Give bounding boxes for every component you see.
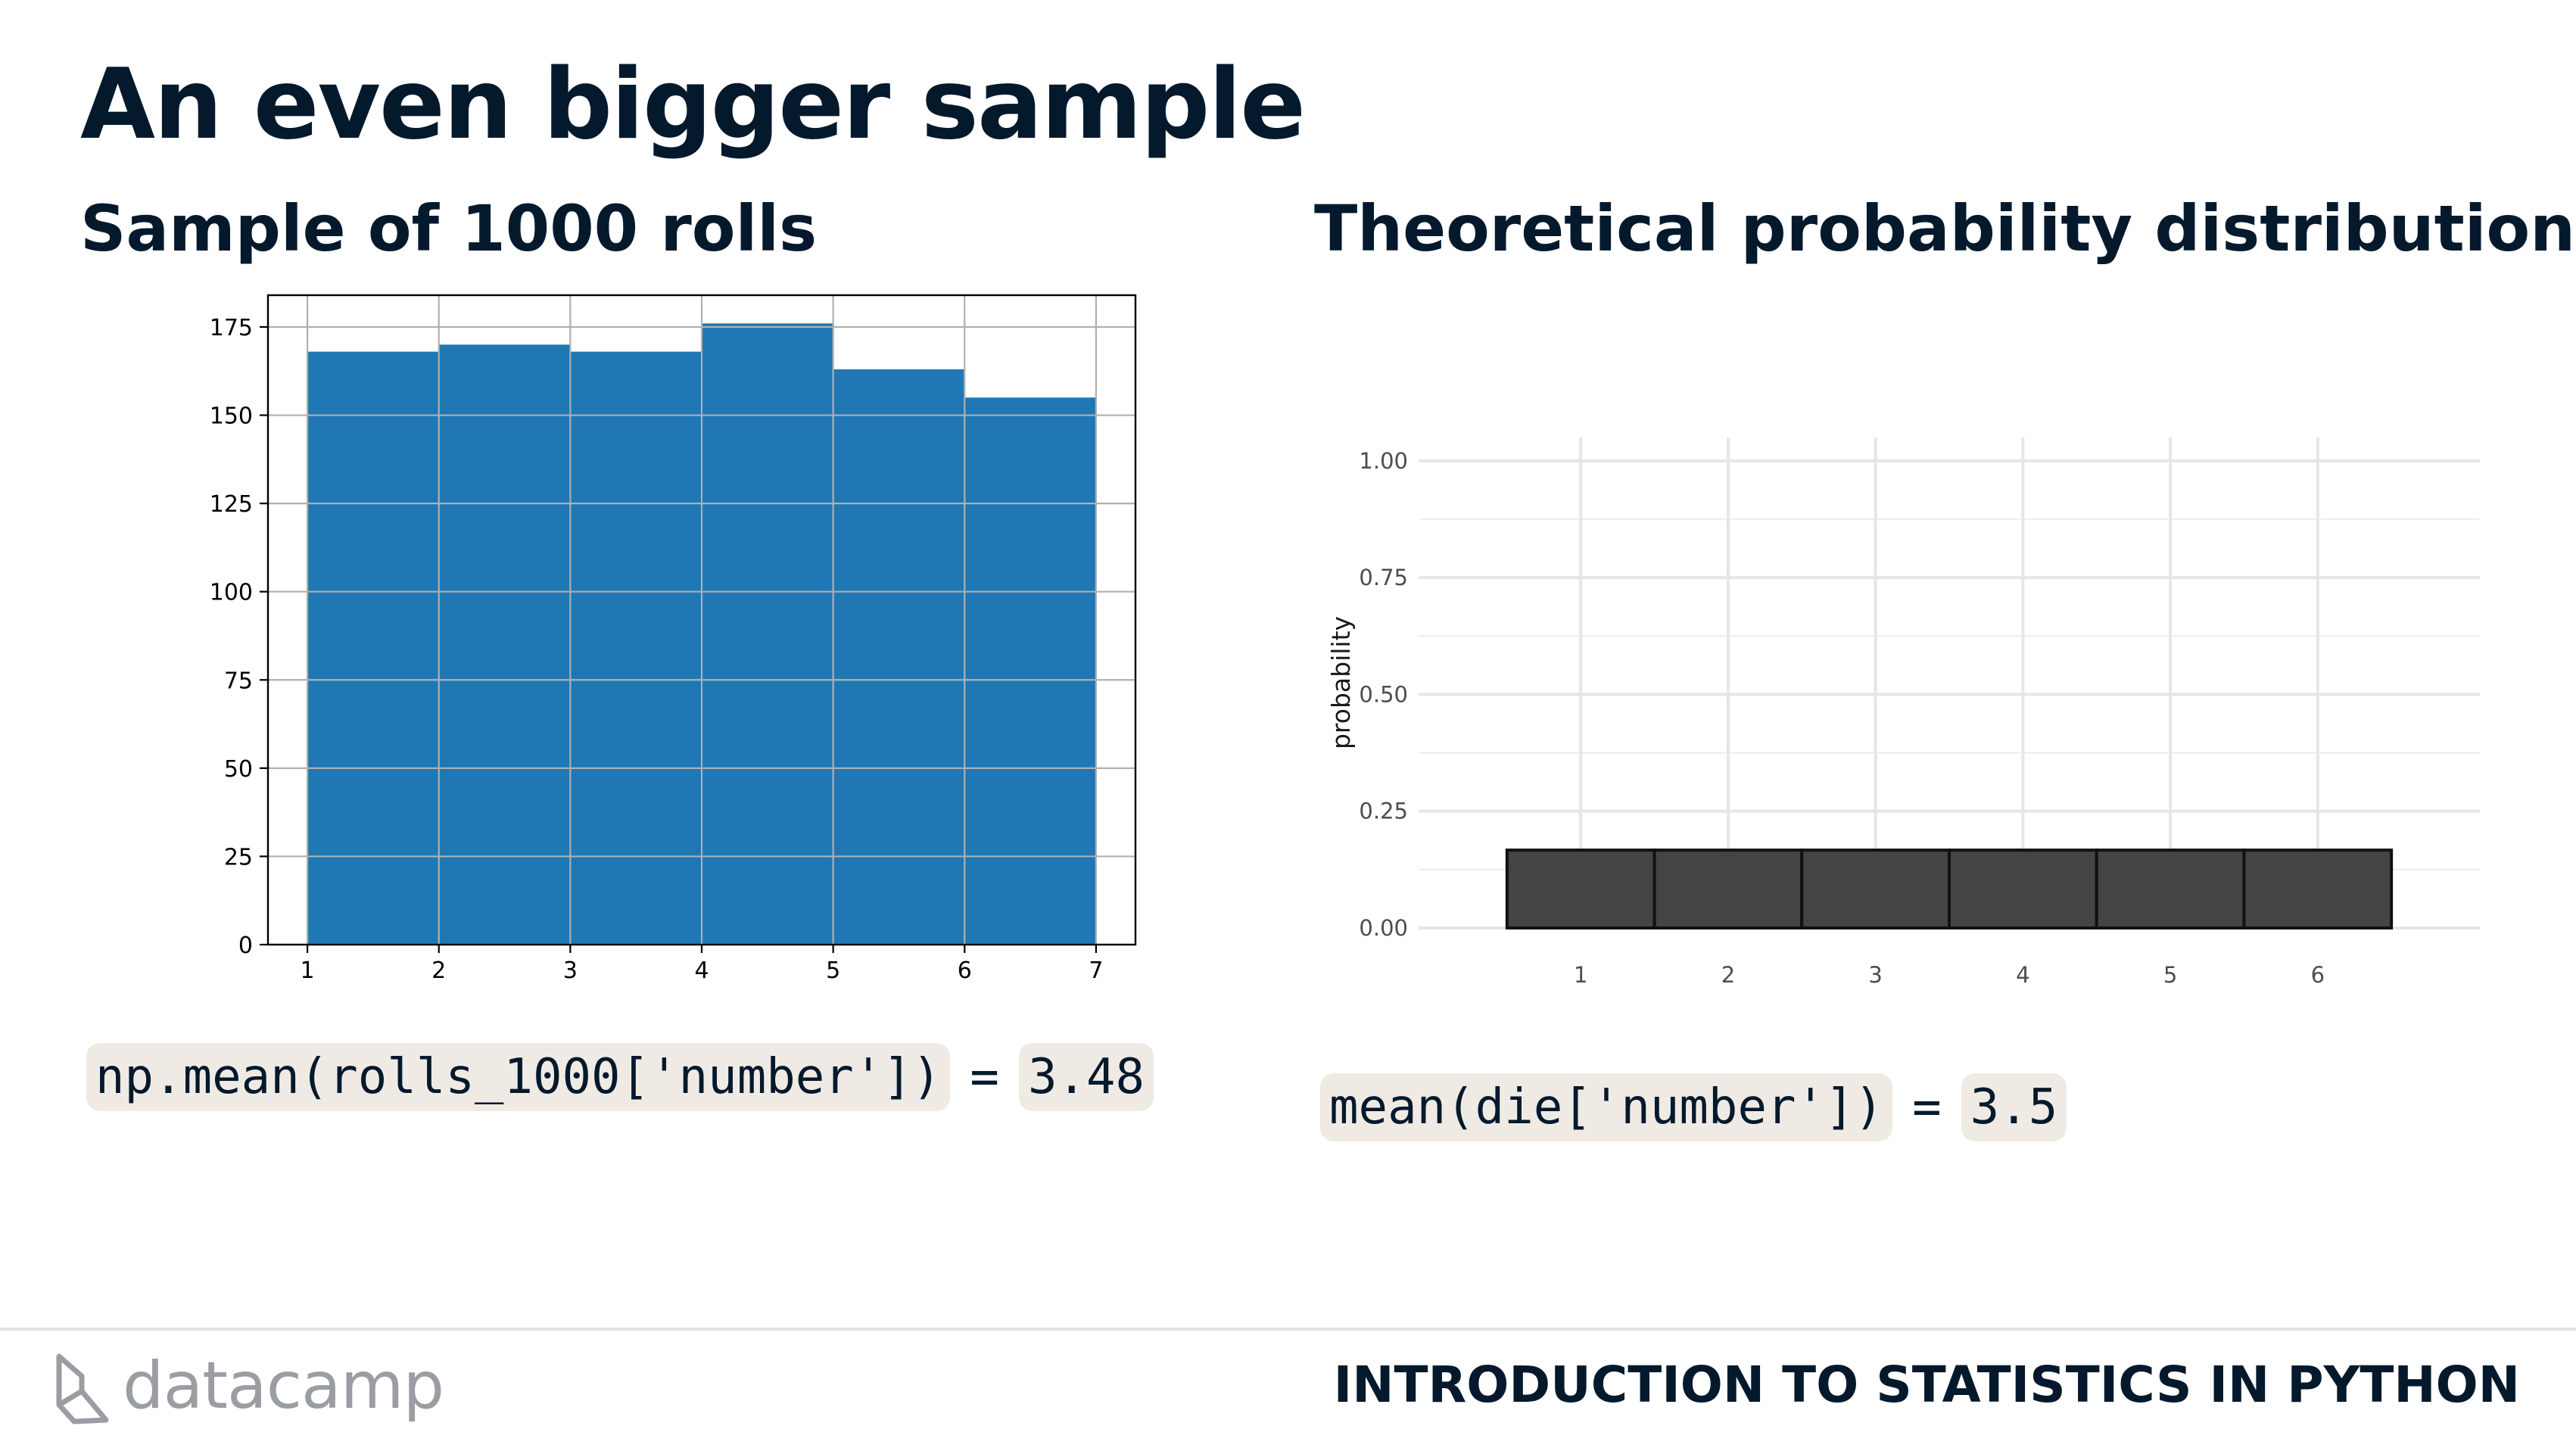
y-tick-label: 1.00: [1359, 448, 1408, 474]
datacamp-wordmark: datacamp: [123, 1348, 444, 1424]
histogram-bar: [438, 344, 571, 945]
y-tick-label: 50: [224, 756, 253, 783]
histogram-bar: [833, 369, 965, 945]
y-tick-label: 0.75: [1359, 565, 1408, 590]
theoretical-mean-code: mean(die['number']) = 3.5: [1320, 1073, 2067, 1141]
x-tick-label: 7: [1089, 957, 1103, 984]
x-tick-label: 2: [431, 957, 446, 984]
x-tick-label: 5: [2163, 962, 2177, 988]
probability-distribution-chart: 0.00 0.25 0.50 0.75 1.00 1 2 3 4 5 6 probability: [1326, 437, 2480, 988]
probability-bar: [1948, 848, 2098, 930]
x-tick-label: 3: [563, 957, 578, 984]
x-tick-label: 1: [1574, 962, 1587, 988]
histogram-bar: [307, 351, 439, 945]
y-tick-label: 0.50: [1359, 681, 1408, 707]
sample-mean-result: 3.48: [1018, 1043, 1154, 1111]
y-tick-label: 0.25: [1359, 799, 1408, 824]
histogram-bar: [702, 323, 833, 945]
x-tick-label: 6: [2311, 962, 2325, 988]
theoretical-mean-result: 3.5: [1961, 1073, 2067, 1141]
y-tick-label: 150: [210, 403, 253, 430]
sample-mean-code: np.mean(rolls_1000['number']) = 3.48: [86, 1043, 1154, 1111]
y-tick-label: 175: [210, 315, 253, 341]
y-tick-label: 0: [238, 933, 253, 959]
x-tick-label: 5: [826, 957, 840, 984]
y-tick-label: 75: [224, 668, 253, 694]
datacamp-logo-icon: [56, 1353, 109, 1425]
course-title: INTRODUCTION TO STATISTICS IN PYTHON: [1333, 1356, 2520, 1414]
datacamp-logo[interactable]: datacamp: [51, 1347, 444, 1431]
x-tick-label: 1: [301, 957, 315, 984]
theoretical-mean-expression: mean(die['number']): [1320, 1073, 1893, 1141]
theoretical-mean-equals: =: [1912, 1079, 1942, 1135]
y-tick-label: 125: [210, 491, 253, 518]
sample-histogram-chart: 1 2 3 4 5 6 7 0 25 50 75 100 125 150 175: [210, 294, 1137, 984]
y-tick-label: 0.00: [1359, 915, 1408, 941]
y-tick-label: 25: [224, 844, 253, 870]
probability-bar: [1505, 848, 1656, 930]
probability-bar: [1800, 848, 1951, 930]
right-chart-heading: Theoretical probability distribution: [1314, 191, 2576, 266]
y-tick-label: 100: [210, 580, 253, 606]
slide-title: An even bigger sample: [80, 48, 1306, 161]
x-tick-label: 3: [1868, 962, 1882, 988]
histogram-bar: [964, 397, 1096, 945]
sample-mean-equals: =: [970, 1049, 999, 1105]
x-tick-label: 2: [1721, 962, 1735, 988]
probability-bar: [2242, 848, 2394, 930]
histogram-bar: [570, 351, 702, 945]
x-tick-label: 6: [958, 957, 972, 984]
x-tick-label: 4: [694, 957, 709, 984]
y-axis-label: probability: [1326, 616, 1356, 749]
sample-mean-expression: np.mean(rolls_1000['number']): [86, 1043, 951, 1111]
probability-bar: [2095, 848, 2246, 930]
probability-bar: [1652, 848, 1804, 930]
x-tick-label: 4: [2016, 962, 2029, 988]
footer-divider: [0, 1328, 2576, 1331]
left-chart-heading: Sample of 1000 rolls: [80, 191, 818, 266]
